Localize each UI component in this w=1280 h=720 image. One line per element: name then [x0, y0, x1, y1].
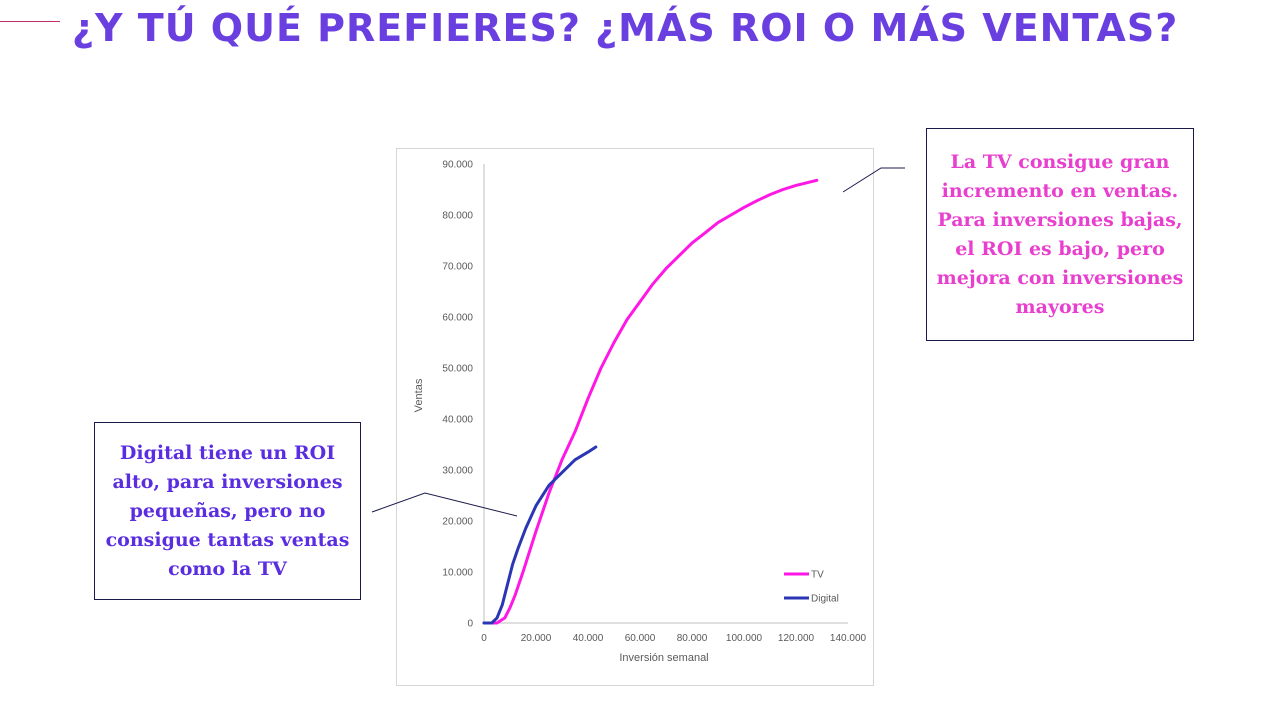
tv-callout-text: La TV consigue gran incremento en ventas…: [936, 150, 1184, 318]
x-tick-label: 140.000: [830, 633, 867, 644]
y-tick-label: 50.000: [442, 364, 473, 375]
y-tick-label: 90.000: [442, 160, 473, 171]
x-tick-label: 40.000: [573, 633, 604, 644]
y-tick-label: 40.000: [442, 415, 473, 426]
title-accent-line: [0, 21, 60, 22]
y-tick-label: 30.000: [442, 466, 473, 477]
x-tick-label: 80.000: [677, 633, 708, 644]
digital-callout-box: Digital tiene un ROI alto, para inversio…: [94, 422, 361, 600]
y-tick-label: 0: [467, 619, 473, 630]
digital-series-line: [482, 445, 598, 625]
x-tick-label: 120.000: [778, 633, 815, 644]
y-tick-label: 70.000: [442, 262, 473, 273]
x-tick-label: 60.000: [625, 633, 656, 644]
y-tick-label: 20.000: [442, 517, 473, 528]
sales-vs-investment-chart: 0 10.000 20.000 30.000 40.000 50.000 60.000 70.…: [413, 160, 867, 665]
digital-callout-text: Digital tiene un ROI alto, para inversio…: [105, 441, 350, 580]
slide-title: ¿Y TÚ QUÉ PREFIERES? ¿MÁS ROI O MÁS VENT…: [72, 6, 1179, 50]
y-axis-title: Ventas: [413, 378, 425, 412]
x-axis-title: Inversión semanal: [619, 652, 708, 664]
x-tick-label: 20.000: [521, 633, 552, 644]
x-tick-label: 0: [481, 633, 487, 644]
y-tick-label: 10.000: [442, 568, 473, 579]
chart-frame: 0 10.000 20.000 30.000 40.000 50.000 60.000 70.…: [396, 148, 874, 686]
y-tick-label: 60.000: [442, 313, 473, 324]
x-tick-label: 100.000: [726, 633, 763, 644]
y-tick-label: 80.000: [442, 211, 473, 222]
digital-legend-label: Digital: [811, 594, 839, 605]
tv-callout-box: La TV consigue gran incremento en ventas…: [926, 128, 1194, 341]
tv-series-line: [482, 178, 819, 625]
tv-legend-label: TV: [811, 570, 824, 581]
